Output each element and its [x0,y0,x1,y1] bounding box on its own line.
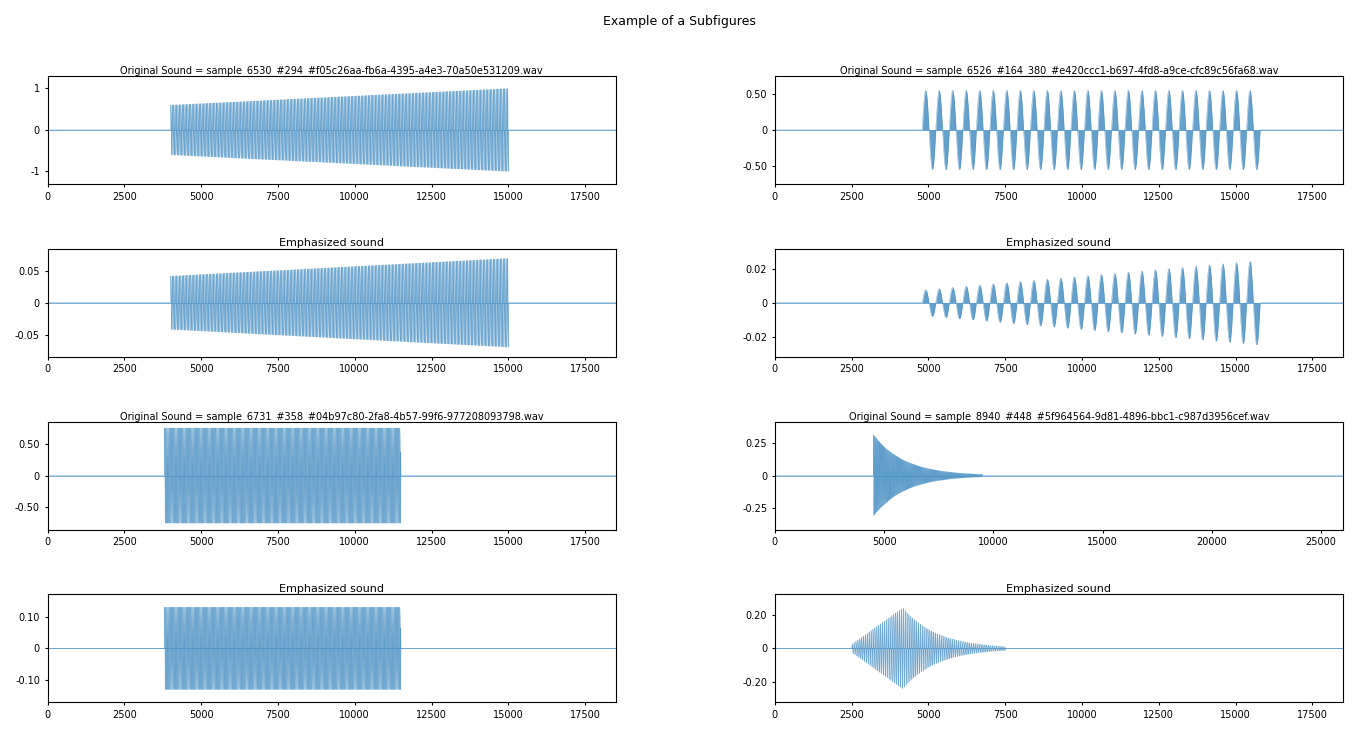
Title: Original Sound = sample_8940_#448_#5f964564-9d81-4896-bbc1-c987d3956cef.wav: Original Sound = sample_8940_#448_#5f964… [849,411,1270,422]
Text: Example of a Subfigures: Example of a Subfigures [603,15,755,28]
Title: Emphasized sound: Emphasized sound [1006,584,1111,594]
Title: Emphasized sound: Emphasized sound [280,584,384,594]
Title: Original Sound = sample_6530_#294_#f05c26aa-fb6a-4395-a4e3-70a50e531209.wav: Original Sound = sample_6530_#294_#f05c2… [121,65,543,76]
Title: Original Sound = sample_6526_#164_380_#e420ccc1-b697-4fd8-a9ce-cfc89c56fa68.wav: Original Sound = sample_6526_#164_380_#e… [839,65,1278,76]
Title: Emphasized sound: Emphasized sound [1006,238,1111,248]
Title: Original Sound = sample_6731_#358_#04b97c80-2fa8-4b57-99f6-977208093798.wav: Original Sound = sample_6731_#358_#04b97… [120,411,543,422]
Title: Emphasized sound: Emphasized sound [280,238,384,248]
